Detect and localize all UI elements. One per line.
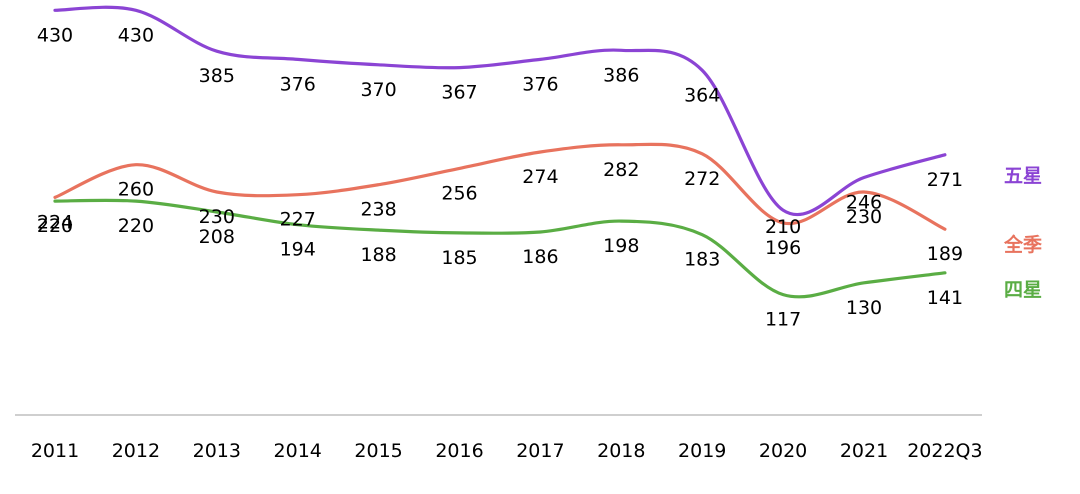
x-tick-label: 2022Q3 — [907, 440, 982, 462]
x-tick-label: 2016 — [435, 440, 483, 462]
data-label: 189 — [927, 243, 963, 265]
data-label: 364 — [684, 84, 720, 106]
data-label: 208 — [199, 226, 235, 248]
data-label: 385 — [199, 65, 235, 87]
data-label: 282 — [603, 159, 639, 181]
data-label: 430 — [37, 24, 73, 46]
x-tick-label: 2012 — [112, 440, 160, 462]
data-label: 271 — [927, 169, 963, 191]
x-tick-layer: 2011 2012 2013 2014 2015 2016 2017 2018 2019 2020… — [31, 440, 983, 462]
data-label: 274 — [522, 166, 558, 188]
data-label: 220 — [118, 215, 154, 237]
x-tick-label: 2021 — [840, 440, 888, 462]
data-label: 185 — [441, 247, 477, 269]
data-label: 210 — [765, 216, 801, 238]
data-label: 117 — [765, 309, 801, 331]
data-label: 224 — [37, 211, 73, 233]
data-label: 376 — [522, 73, 558, 95]
data-label: 188 — [360, 244, 396, 266]
data-label: 183 — [684, 249, 720, 271]
series-line — [53, 198, 947, 299]
series-layer — [53, 5, 947, 299]
data-label: 230 — [846, 206, 882, 228]
legend-label: 四星 — [1004, 279, 1042, 301]
data-label: 238 — [360, 199, 396, 221]
x-tick-label: 2015 — [354, 440, 402, 462]
legend-label: 五星 — [1004, 165, 1042, 187]
data-label: 430 — [118, 24, 154, 46]
x-tick-label: 2013 — [193, 440, 241, 462]
data-label: 141 — [927, 287, 963, 309]
data-label: 246 — [846, 192, 882, 214]
data-label: 272 — [684, 168, 720, 190]
data-label: 186 — [522, 246, 558, 268]
data-label: 370 — [360, 79, 396, 101]
x-tick-label: 2011 — [31, 440, 79, 462]
series-line — [53, 142, 947, 231]
data-label: 130 — [846, 297, 882, 319]
data-label: 260 — [118, 179, 154, 201]
x-tick-label: 2014 — [274, 440, 322, 462]
data-label: 230 — [199, 206, 235, 228]
data-label: 194 — [280, 239, 316, 261]
x-tick-label: 2019 — [678, 440, 726, 462]
data-label: 376 — [280, 73, 316, 95]
data-label: 227 — [280, 209, 316, 231]
data-label: 386 — [603, 64, 639, 86]
x-tick-label: 2020 — [759, 440, 807, 462]
data-label: 198 — [603, 235, 639, 257]
data-label: 256 — [441, 182, 477, 204]
data-label: 220 — [37, 215, 73, 237]
legend-label: 全季 — [1003, 233, 1042, 256]
data-label: 196 — [765, 237, 801, 259]
data-label: 367 — [441, 82, 477, 104]
x-tick-label: 2018 — [597, 440, 645, 462]
series-line — [53, 5, 947, 217]
x-tick-label: 2017 — [516, 440, 564, 462]
